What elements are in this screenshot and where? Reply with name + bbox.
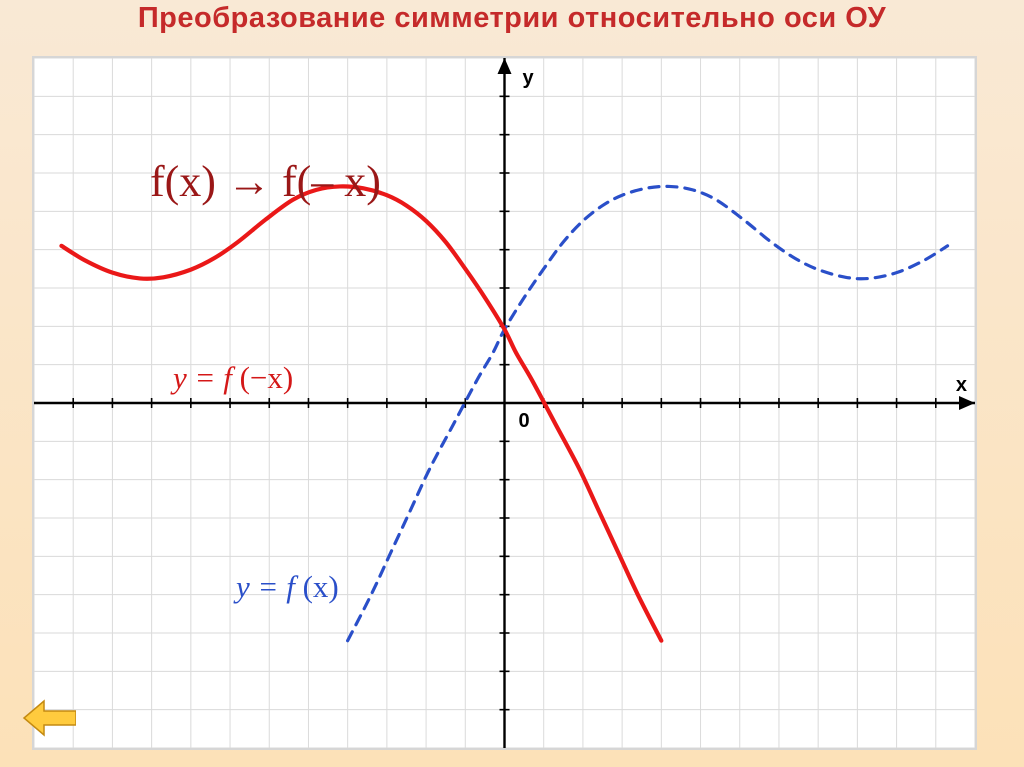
page-title: Преобразование симметрии относительно ос…	[0, 2, 1024, 35]
formula-blue-arg: (x)	[303, 569, 339, 604]
formula-red-arg: (−x)	[240, 360, 294, 395]
formula-red-f: f	[223, 360, 239, 395]
formula-red: y = f (−x)	[142, 324, 293, 432]
formula-blue: y = f (x)	[205, 533, 339, 641]
svg-text:0: 0	[519, 410, 530, 432]
formula-blue-y: y =	[236, 569, 286, 604]
formula-blue-f: f	[286, 569, 302, 604]
formula-red-y: y =	[173, 360, 223, 395]
arrow-left-icon	[22, 699, 76, 737]
formula-transform: f(x) → f(– x)	[106, 105, 381, 258]
slide-page: Преобразование симметрии относительно ос…	[0, 0, 1024, 767]
formula-transform-text: f(x) → f(– x)	[150, 157, 381, 206]
svg-text:y: y	[523, 67, 535, 89]
svg-text:x: x	[956, 374, 967, 396]
back-button[interactable]	[22, 699, 76, 737]
